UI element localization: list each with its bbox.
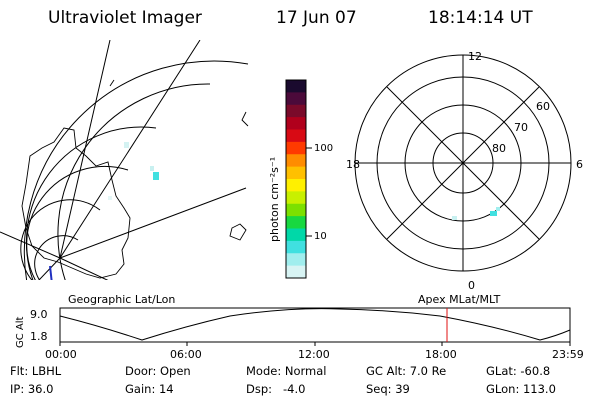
colorbar-swatch — [286, 265, 306, 279]
colorbar-swatch — [286, 166, 306, 180]
mlt-label-6: 6 — [576, 158, 583, 171]
coastline — [21, 127, 131, 279]
aurora-emission — [153, 172, 159, 180]
x-tick-label: 12:00 — [298, 348, 330, 361]
colorbar-swatch — [286, 92, 306, 106]
observation-date: 17 Jun 07 — [276, 8, 357, 28]
colorbar-frame — [285, 79, 307, 279]
ip-value: IP: 36.0 — [10, 382, 54, 396]
right-panel-caption: Apex MLat/MLT — [418, 293, 501, 306]
aurora-emission — [150, 166, 154, 171]
colorbar-unit-label: photon cm⁻²s⁻¹ — [268, 157, 281, 242]
latitude-arc — [26, 165, 129, 280]
left-panel-caption: Geographic Lat/Lon — [68, 293, 175, 306]
longitude-line — [59, 40, 111, 259]
glat-value: GLat: -60.8 — [486, 364, 551, 378]
x-tick-label: 18:00 — [425, 348, 457, 361]
observation-time: 18:14:14 UT — [428, 8, 533, 28]
mlat-label-60: 60 — [536, 100, 550, 113]
coastline — [241, 111, 249, 127]
gc-alt-value: GC Alt: 7.0 Re — [366, 364, 447, 378]
colorbar-swatch — [286, 117, 306, 130]
colorbar-swatch — [286, 104, 306, 118]
magnetic-polar-plot — [354, 54, 572, 272]
aurora-emission — [490, 211, 497, 216]
latitude-arc — [57, 83, 211, 280]
polar-aurora — [452, 207, 500, 220]
x-tick-label: 06:00 — [170, 348, 202, 361]
x-tick-label: 00:00 — [45, 348, 77, 361]
latitude-arc — [25, 126, 157, 280]
door-value: Door: Open — [125, 364, 191, 378]
longitude-line — [0, 231, 61, 259]
coastline — [229, 223, 247, 241]
colorbar-swatch — [286, 203, 306, 217]
colorbar-tick-label: 10 — [314, 231, 327, 242]
seq-value: Seq: 39 — [366, 382, 410, 396]
colorbar-swatch — [286, 228, 306, 242]
longitude-line — [59, 187, 247, 259]
colorbar-swatch — [286, 216, 306, 229]
longitude-line — [38, 257, 61, 280]
altitude-x-tick-labels: 00:00 06:00 12:00 18:00 23:59 — [45, 348, 584, 361]
glon-value: GLon: 113.0 — [486, 382, 556, 396]
altitude-y-tick-high: 9.0 — [30, 308, 48, 321]
colorbar-swatch — [286, 240, 306, 254]
colorbar-swatch — [286, 154, 306, 168]
mode-value: Mode: Normal — [246, 364, 327, 378]
mlt-label-0: 0 — [468, 279, 475, 292]
colorbar-swatch — [286, 179, 306, 192]
longitude-line — [59, 257, 109, 280]
colorbar-swatches — [286, 80, 306, 279]
colorbar-tick-label: 100 — [314, 143, 333, 154]
mlat-label-70: 70 — [514, 121, 528, 134]
latitude-arc — [23, 60, 249, 280]
x-tick-label: 23:59 — [552, 348, 584, 361]
colorbar-swatch — [286, 191, 306, 205]
aurora-emission — [496, 207, 500, 211]
coastline — [49, 265, 53, 280]
colorbar-ticks — [306, 147, 312, 237]
mlt-label-18: 18 — [346, 158, 360, 171]
latitude-arc — [20, 199, 101, 280]
filter-value: Flt: LBHL — [10, 364, 62, 378]
altitude-y-tick-low: 1.8 — [30, 330, 48, 343]
longitude-line — [59, 40, 201, 259]
mlt-meridian-diag — [386, 86, 540, 240]
dsp-value: Dsp: -4.0 — [246, 382, 306, 396]
aurora-emission — [124, 142, 129, 148]
colorbar-swatch — [286, 253, 306, 267]
mlat-label-80: 80 — [492, 142, 506, 155]
altitude-strip-frame — [59, 307, 571, 343]
geographic-map — [0, 40, 249, 280]
coastline — [109, 79, 115, 87]
mlt-label-12: 12 — [468, 50, 482, 63]
altitude-strip — [59, 307, 571, 346]
instrument-title: Ultraviolet Imager — [48, 8, 202, 28]
polar-labels: 12 0 18 6 60 70 80 — [346, 50, 583, 292]
colorbar-swatch — [286, 141, 306, 155]
altitude-axis-label: GC Alt — [15, 316, 26, 348]
aurora-emission — [452, 216, 457, 220]
aurora-emission — [108, 196, 112, 200]
altitude-curve — [59, 308, 571, 341]
colorbar-swatch — [286, 80, 306, 93]
altitude-x-ticks — [59, 342, 571, 346]
colorbar-swatch — [286, 129, 306, 143]
gain-value: Gain: 14 — [125, 382, 174, 396]
